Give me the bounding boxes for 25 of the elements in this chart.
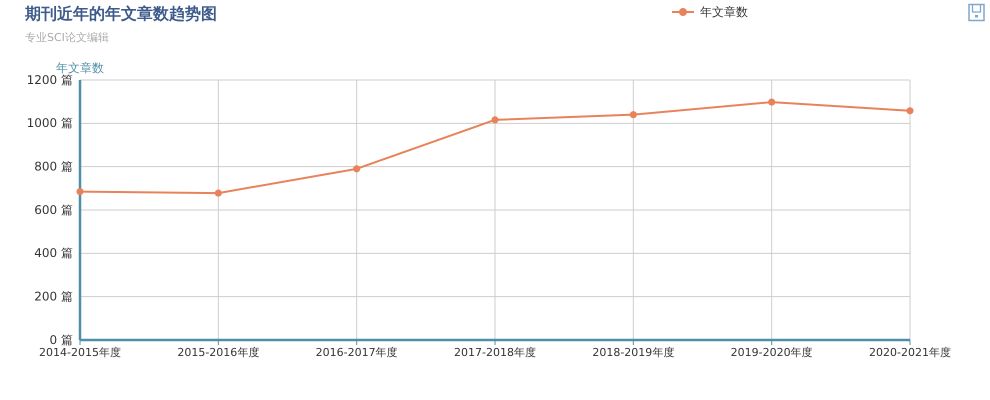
x-tick-label: 2016-2017年度 [316, 346, 398, 359]
point [214, 190, 222, 197]
point [768, 98, 776, 106]
y-tick-label: 200 篇 [34, 290, 73, 304]
point [630, 111, 637, 118]
y-axis-title: 年文章数 [56, 61, 104, 75]
chart-title: 期刊近年的年文章数趋势图 [24, 4, 217, 23]
y-tick-label: 600 篇 [34, 202, 73, 217]
x-tick-label: 2019-2020年度 [730, 346, 813, 359]
point [491, 116, 499, 124]
x-tick-label: 2014-2015年度 [39, 346, 121, 359]
point [906, 107, 914, 114]
y-tick-label: 1200 篇 [26, 72, 73, 87]
legend-label: 年文章数 [700, 5, 748, 19]
x-tick-label: 2020-2021年度 [869, 346, 951, 359]
x-tick-label: 2015-2016年度 [177, 346, 260, 359]
y-tick-label: 1000 篇 [26, 116, 73, 130]
x-tick-label: 2017-2018年度 [454, 346, 536, 359]
chart-subtitle: 专业SCI论文编辑 [25, 31, 109, 44]
y-tick-label: 800 篇 [34, 160, 73, 174]
point [76, 188, 84, 196]
x-tick-label: 2018-2019年度 [592, 346, 674, 359]
point [353, 165, 360, 172]
y-tick-label: 400 篇 [34, 246, 73, 260]
y-tick-label: 0 篇 [50, 332, 73, 347]
